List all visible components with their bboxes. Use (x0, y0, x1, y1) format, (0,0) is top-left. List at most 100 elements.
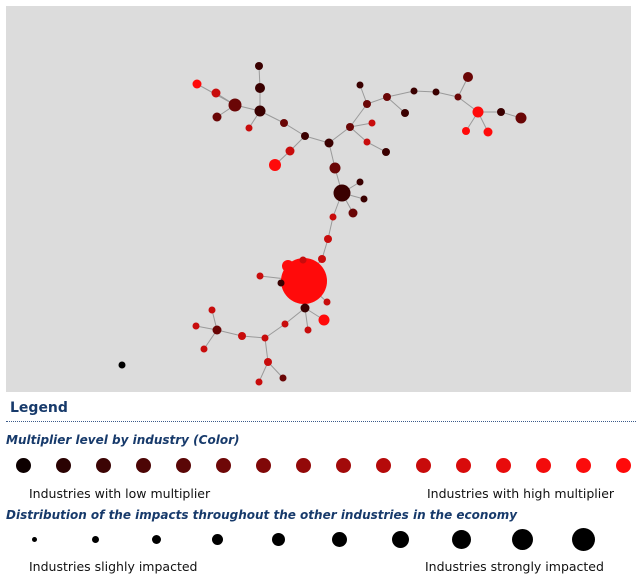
industry-node[interactable] (356, 81, 364, 89)
color-scale-dot (495, 457, 511, 473)
industry-node[interactable] (118, 361, 126, 369)
graph-edge (349, 103, 368, 128)
color-scale-dot (575, 457, 591, 473)
high-multiplier-label: Industries with high multiplier (427, 486, 615, 501)
industry-node[interactable] (279, 374, 287, 382)
industry-node[interactable] (324, 235, 332, 243)
industry-node[interactable] (228, 98, 242, 112)
low-multiplier-label: Industries with low multiplier (29, 486, 211, 501)
industry-node[interactable] (192, 79, 202, 89)
color-scale-dot (535, 457, 551, 473)
industry-node[interactable] (363, 138, 371, 146)
industry-node[interactable] (255, 83, 265, 93)
size-scale-dot (151, 534, 161, 544)
industry-node[interactable] (277, 279, 285, 287)
industry-node[interactable] (254, 105, 266, 117)
industry-node[interactable] (300, 303, 310, 313)
size-scale-dot (91, 535, 99, 543)
industry-node[interactable] (304, 326, 312, 334)
size-scale-dot (451, 529, 471, 549)
industry-node[interactable] (324, 138, 334, 148)
industry-node[interactable] (285, 146, 295, 156)
industry-node[interactable] (318, 255, 326, 263)
industry-node[interactable] (432, 88, 440, 96)
industry-node[interactable] (360, 195, 368, 203)
industry-node[interactable] (264, 358, 272, 366)
industry-node[interactable] (329, 213, 337, 221)
industry-node[interactable] (245, 124, 253, 132)
color-scale-dot (95, 457, 111, 473)
industry-node[interactable] (280, 119, 288, 127)
color-scale-row (0, 452, 637, 482)
color-scale-dot (415, 457, 431, 473)
industry-node[interactable] (208, 306, 216, 314)
industry-node[interactable] (410, 87, 418, 95)
industry-node[interactable] (472, 106, 484, 118)
industry-node[interactable] (333, 184, 351, 202)
industry-node[interactable] (382, 148, 390, 156)
industry-node[interactable] (212, 325, 222, 335)
color-scale-dot (255, 457, 271, 473)
graph-edge (413, 90, 437, 93)
industry-node[interactable] (483, 127, 493, 137)
size-scale-dot (211, 533, 223, 545)
graph-edge (264, 323, 286, 339)
industry-node[interactable] (238, 332, 246, 340)
size-section-title: Distribution of the impacts throughout t… (6, 508, 518, 522)
network-graph[interactable] (6, 6, 631, 392)
size-scale-dot (331, 531, 347, 547)
color-scale-dot (55, 457, 71, 473)
color-scale-dot (295, 457, 311, 473)
industry-node[interactable] (318, 314, 330, 326)
industry-node[interactable] (368, 119, 376, 127)
industry-node[interactable] (269, 159, 281, 171)
legend-title: Legend (10, 400, 68, 416)
color-scale-dot (215, 457, 231, 473)
size-scale-row (0, 524, 637, 554)
industry-node[interactable] (346, 123, 354, 131)
size-scale-dot (271, 532, 285, 546)
industry-node[interactable] (255, 378, 263, 386)
industry-node[interactable] (211, 88, 221, 98)
industry-node[interactable] (401, 109, 409, 117)
color-section-title: Multiplier level by industry (Color) (6, 433, 240, 447)
graph-edge (386, 96, 406, 114)
graph-edge (264, 337, 269, 363)
size-scale-dot (571, 527, 595, 551)
network-graph-panel[interactable] (6, 6, 631, 392)
color-scale-dot (375, 457, 391, 473)
industry-node[interactable] (261, 334, 269, 342)
industry-node[interactable] (383, 93, 391, 101)
industry-node[interactable] (462, 127, 470, 135)
color-scale-dot (135, 457, 151, 473)
industry-node[interactable] (363, 100, 371, 108)
industry-node[interactable] (255, 62, 263, 70)
graph-edge (386, 90, 415, 98)
industry-node[interactable] (301, 132, 309, 140)
color-scale-dot (15, 457, 31, 473)
industry-node[interactable] (329, 162, 341, 174)
slightly-impacted-label: Industries slighly impacted (29, 559, 198, 574)
industry-node[interactable] (454, 93, 462, 101)
industry-node[interactable] (299, 256, 307, 264)
industry-node[interactable] (256, 272, 264, 280)
industry-node[interactable] (200, 345, 208, 353)
industry-node[interactable] (463, 72, 473, 82)
industry-node[interactable] (282, 260, 294, 272)
industry-node[interactable] (212, 112, 222, 122)
industry-node[interactable] (348, 208, 358, 218)
size-scale-dot (31, 536, 37, 542)
industry-node[interactable] (356, 178, 364, 186)
graph-edge (283, 122, 306, 137)
industry-node[interactable] (497, 108, 505, 116)
color-scale-dot (615, 457, 631, 473)
color-scale-dot (455, 457, 471, 473)
size-scale-dot (391, 530, 409, 548)
strongly-impacted-label: Industries strongly impacted (425, 559, 604, 574)
industry-node[interactable] (281, 320, 289, 328)
industry-node[interactable] (192, 322, 200, 330)
industry-node[interactable] (515, 112, 527, 124)
color-scale-dot (335, 457, 351, 473)
color-scale-dot (175, 457, 191, 473)
industry-node[interactable] (323, 298, 331, 306)
